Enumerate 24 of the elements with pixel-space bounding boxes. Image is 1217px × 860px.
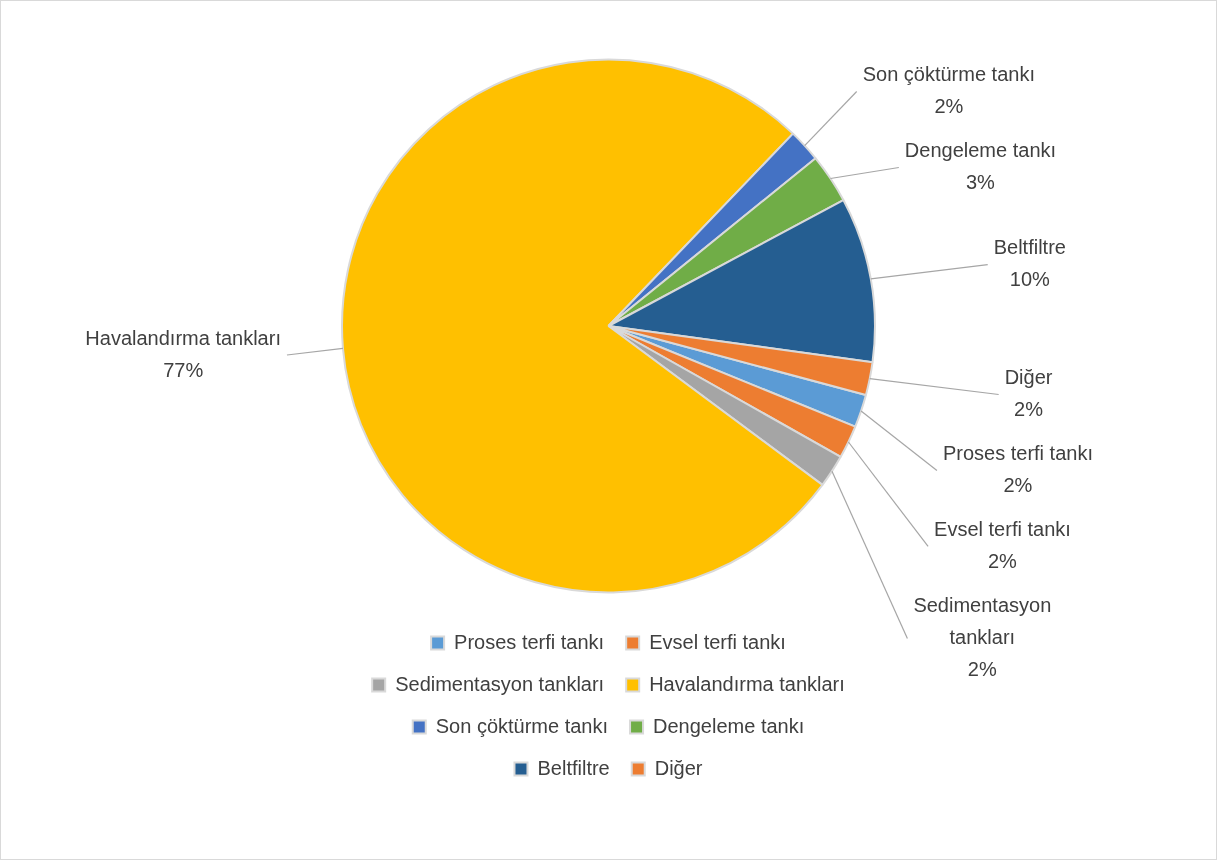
legend-label: Diğer [654, 756, 703, 779]
data-label: 2% [967, 657, 997, 680]
legend-label: Son çöktürme tankı [435, 714, 609, 737]
data-label: 2% [1014, 397, 1044, 420]
legend-label: Havalandırma tankları [649, 672, 845, 695]
data-label: 3% [966, 171, 996, 194]
legend-label: Beltfiltre [537, 756, 610, 779]
data-label: 2% [1003, 473, 1033, 496]
data-label: 77% [163, 358, 204, 381]
slice-label: Beltfiltre [993, 236, 1066, 259]
slice-label: Havalandırma tankları [85, 326, 281, 349]
slice-label: Dengeleme tankı [904, 139, 1057, 162]
slice-label: Proses terfi tankı [942, 441, 1093, 464]
slice-label: Diğer [1004, 365, 1053, 388]
data-label: 10% [1009, 268, 1051, 291]
legend-label: Sedimentasyon tankları [395, 672, 605, 695]
data-label: 2% [988, 549, 1018, 572]
legend-label: Dengeleme tankı [653, 714, 805, 737]
data-label: 2% [934, 95, 964, 118]
slice-label: Son çöktürme tankı [862, 63, 1035, 86]
slice-label: Evsel terfi tankı [934, 517, 1071, 540]
legend-label: Proses terfi tankı [454, 630, 605, 653]
legend-label: Evsel terfi tankı [649, 630, 786, 653]
slice-label: Sedimentasyon tankları [913, 593, 1052, 648]
